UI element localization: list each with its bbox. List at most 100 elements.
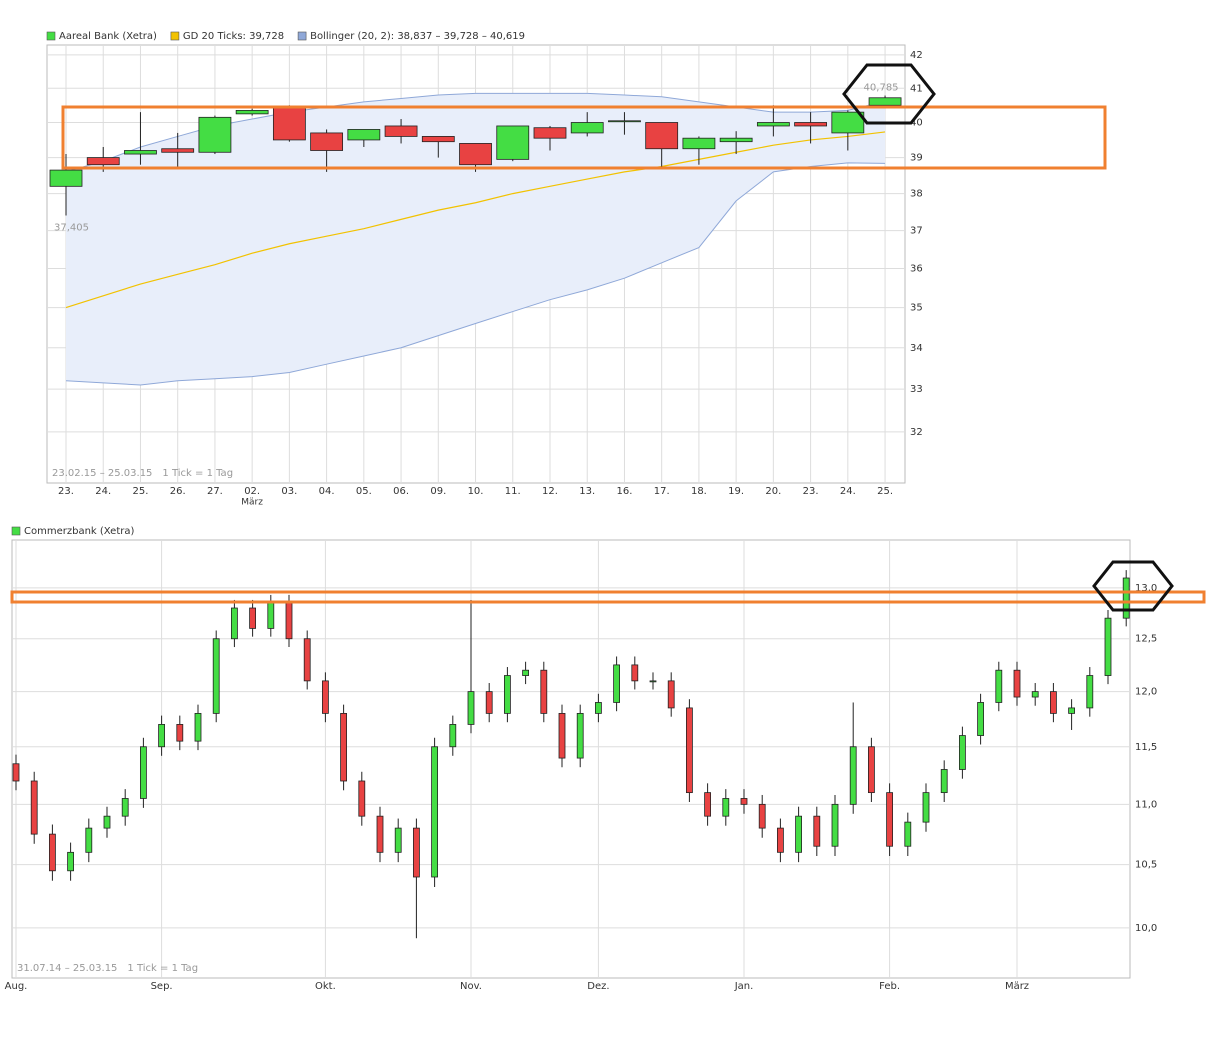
x-tick-label: 06. [393,486,409,497]
annotation-hexagon [842,63,936,125]
candle-body [631,664,639,682]
legend-swatch [46,31,56,41]
x-tick-label: 17. [654,486,670,497]
candle-body [570,122,604,134]
candle-body [161,148,195,153]
candle-body [49,169,83,187]
candle-body [886,792,893,847]
candle-body [959,735,966,770]
x-tick-label: 27. [207,486,223,497]
candle-body [285,602,293,640]
tick-note: 1 Tick = 1 Tag [127,963,198,974]
candle-body [321,680,329,714]
candle-body [503,675,511,714]
y-tick-label: 10,0 [1135,923,1157,934]
x-tick-label: 25. [133,486,149,497]
x-tick-label: Sep. [151,981,173,992]
legend-label: Commerzbank (Xetra) [24,526,134,537]
x-tick-label: 03. [281,486,297,497]
x-tick-label: 11. [505,486,521,497]
candle-body [533,127,567,139]
y-tick-label: 35 [910,303,923,314]
candle-body [649,680,657,683]
x-tick-label: Nov. [460,981,482,992]
candle-body [756,122,790,127]
candle-body [267,602,275,629]
x-tick-label: 26. [170,486,186,497]
candle-body [158,724,166,748]
x-tick-label: 20. [765,486,781,497]
legend-swatch [11,526,21,536]
candle-body [595,702,602,714]
y-tick-label: 38 [910,189,923,200]
candle-body [522,669,529,676]
x-tick-label: 04. [319,486,335,497]
candle-body [121,798,129,817]
legend-label: Aareal Bank (Xetra) [59,31,157,42]
candle-body [794,122,827,127]
candle-body [719,137,753,143]
y-tick-label: 34 [910,343,923,354]
candle-body [230,607,238,640]
y-tick-label: 36 [910,264,923,275]
high-label: 40,785 [864,83,899,94]
candle-body [103,815,111,829]
candle-body [358,780,366,817]
y-tick-label: 11,5 [1135,742,1157,753]
candle-body [608,120,641,123]
x-tick-label: Dez. [587,981,609,992]
candle-body [467,691,475,725]
y-tick-label: 12,0 [1135,687,1157,698]
y-tick-label: 32 [910,427,923,438]
candle-body [249,607,257,629]
line [65,131,886,309]
candle-body [176,724,184,742]
candle-body [722,798,730,817]
candle-body [1050,691,1057,714]
y-tick-label: 37 [910,226,923,237]
candle-body [198,116,232,153]
x-tick-label: 23. [803,486,819,497]
candle-body [272,106,306,141]
candle-body [303,638,311,682]
layer: 32 33 34 35 36 37 38 39 40 41 42 23. 24. 25. 26. 27. 02.… [5,31,1158,992]
x-tick-label: 23. [58,486,74,497]
candle-body [449,724,457,748]
candle-body [1086,675,1094,709]
x-tick-label: 09. [430,486,446,497]
band-lower [65,162,886,386]
x-tick-label: 18. [691,486,707,497]
x-tick-label: Feb. [879,981,900,992]
candle-body [758,803,766,829]
candle-body [421,136,455,143]
x-tick-label: 13. [579,486,595,497]
candle-body [431,746,439,878]
y-tick-label: 40 [910,117,923,128]
band-fill [66,93,886,385]
candle-body [340,712,348,782]
x-tick-label: Okt. [315,981,336,992]
candle-body [795,815,802,853]
candle-body [139,746,147,799]
candle-body [682,137,716,150]
candle-body [995,669,1003,703]
candle-body [1013,669,1021,698]
annotation-box [10,590,1206,604]
candle-body [849,746,857,805]
candle-body [922,792,930,823]
candle-body [376,815,384,853]
candle-body [212,638,220,714]
candle-body [1068,707,1075,714]
y-tick-label: 39 [910,153,923,164]
low-label: 37,405 [54,222,89,233]
annotation-hexagon [1092,560,1174,612]
candle-body [412,827,420,878]
x-tick-label: 25. [877,486,893,497]
x-tick-label: 24. [840,486,856,497]
x-tick-label: 12. [542,486,558,497]
date-range: 31.07.14 – 25.03.15 [17,963,117,974]
annotation-box [61,105,1107,170]
candle-body [740,798,748,805]
candle-body [1122,577,1130,619]
